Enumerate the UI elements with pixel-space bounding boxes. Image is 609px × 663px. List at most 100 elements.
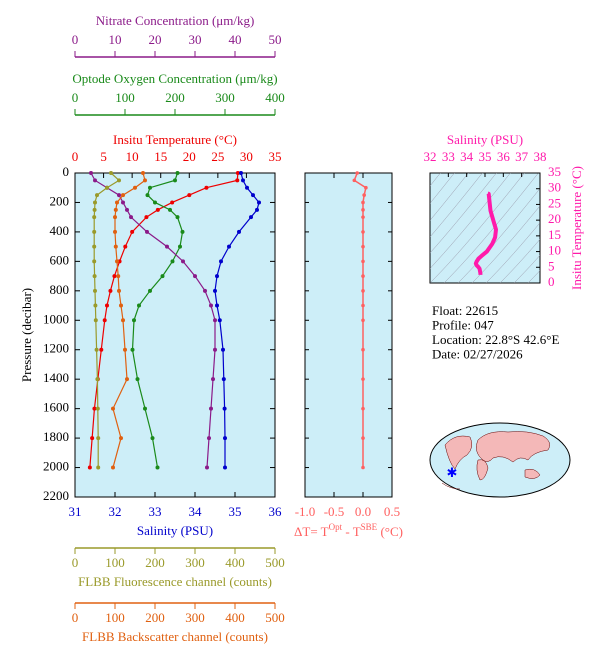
profile-point (130, 229, 135, 234)
y-tick-label: 400 (50, 223, 70, 238)
x-tick-label: 20 (149, 32, 162, 47)
profile-point (249, 215, 253, 220)
y-tick-label: 1000 (43, 311, 69, 326)
profile-point (111, 465, 115, 470)
profile-point (223, 465, 227, 470)
profile-point (116, 274, 121, 279)
x-tick-label: -0.5 (324, 504, 345, 519)
y-tick-label: 15 (548, 227, 561, 242)
delta-point (361, 289, 365, 293)
profile-point (193, 274, 197, 279)
y-tick-label: 200 (50, 193, 70, 208)
y-tick-label: 2200 (43, 488, 69, 503)
x-tick-label: 50 (269, 32, 282, 47)
profile-point (92, 215, 97, 220)
profile-point (251, 193, 255, 198)
axis-title: Nitrate Concentration (μm/kg) (96, 13, 255, 28)
profile-point (123, 347, 127, 352)
profile-point (178, 244, 182, 249)
profile-point (187, 193, 192, 198)
x-tick-label: 35 (269, 149, 282, 164)
profile-point (143, 178, 147, 183)
profile-point (241, 178, 245, 183)
density-contour (430, 173, 483, 238)
delta-box (304, 172, 393, 498)
x-tick-label: 400 (225, 610, 245, 625)
continent (441, 482, 461, 490)
x-tick-label: 20 (183, 149, 196, 164)
profile-point (121, 318, 125, 323)
info-line: Profile: 047 (432, 317, 494, 332)
profile-point (170, 259, 175, 264)
axis-title: Insitu Temperature (°C) (113, 132, 237, 147)
x-tick-label: 100 (115, 90, 135, 105)
ts-box (429, 172, 541, 284)
x-tick-label: 0 (72, 32, 79, 47)
delta-point (361, 274, 365, 278)
x-tick-label: 0 (72, 610, 79, 625)
delta-point (361, 377, 365, 381)
y-tick-label: 0 (548, 274, 555, 289)
x-tick-label: 25 (211, 149, 224, 164)
x-tick-label: 500 (265, 555, 285, 570)
profile-point (113, 215, 117, 220)
x-tick-label: -1.0 (295, 504, 316, 519)
profile-point (92, 207, 97, 212)
x-tick-label: 32 (424, 149, 437, 164)
profile-point (93, 200, 97, 205)
x-tick-label: 100 (105, 610, 125, 625)
delta-point (362, 193, 366, 197)
x-tick-label: 35 (229, 504, 242, 519)
profile-point (95, 406, 100, 411)
profile-point (221, 377, 226, 382)
info-line: Date: 02/27/2026 (432, 346, 523, 361)
x-tick-label: 30 (240, 149, 253, 164)
axis-title: Optode Oxygen Concentration (μm/kg) (72, 71, 277, 86)
x-axis-title: Salinity (PSU) (447, 132, 523, 147)
continent (444, 435, 473, 470)
profile-point (117, 178, 121, 183)
profile-point (135, 377, 140, 382)
profile-point (143, 406, 147, 411)
delta-point (364, 185, 368, 190)
y-axis-title: Pressure (decibar) (19, 288, 34, 382)
profile-point (219, 259, 223, 264)
density-contour (430, 173, 525, 283)
profile-point (141, 171, 145, 175)
profile-point (87, 465, 92, 470)
profile-point (213, 288, 217, 293)
y-tick-label: 20 (548, 211, 561, 226)
delta-point (361, 259, 365, 264)
profile-point (95, 377, 100, 382)
profile-point (239, 171, 243, 175)
x-tick-label: 300 (185, 555, 205, 570)
y-tick-label: 800 (50, 282, 70, 297)
profile-point (119, 303, 123, 308)
y-tick-label: 25 (548, 195, 561, 210)
profile-point (96, 436, 101, 441)
density-contour (584, 153, 609, 283)
y-tick-label: 1200 (43, 341, 69, 356)
x-tick-label: 10 (126, 149, 139, 164)
density-contour (485, 222, 540, 283)
density-contour (443, 173, 539, 283)
profile-point (109, 171, 113, 175)
x-tick-label: 10 (109, 32, 122, 47)
profile-point (121, 193, 125, 198)
x-tick-label: 0.0 (355, 504, 371, 519)
profile-point (207, 436, 211, 441)
x-axis-title: ΔT= TOpt - TSBE (°C) (294, 522, 403, 539)
density-contour (499, 238, 540, 283)
x-axis-title-part: Opt (329, 522, 343, 532)
profile-point (168, 207, 172, 212)
profile-point (180, 229, 185, 234)
axis-title: Salinity (PSU) (137, 523, 213, 538)
profile-point (115, 200, 119, 205)
x-tick-label: 35 (479, 149, 492, 164)
delta-point (361, 465, 365, 470)
float-location: ✱ (447, 465, 458, 480)
profile-point (144, 215, 149, 220)
x-tick-label: 32 (109, 504, 122, 519)
profile-point (175, 171, 180, 175)
